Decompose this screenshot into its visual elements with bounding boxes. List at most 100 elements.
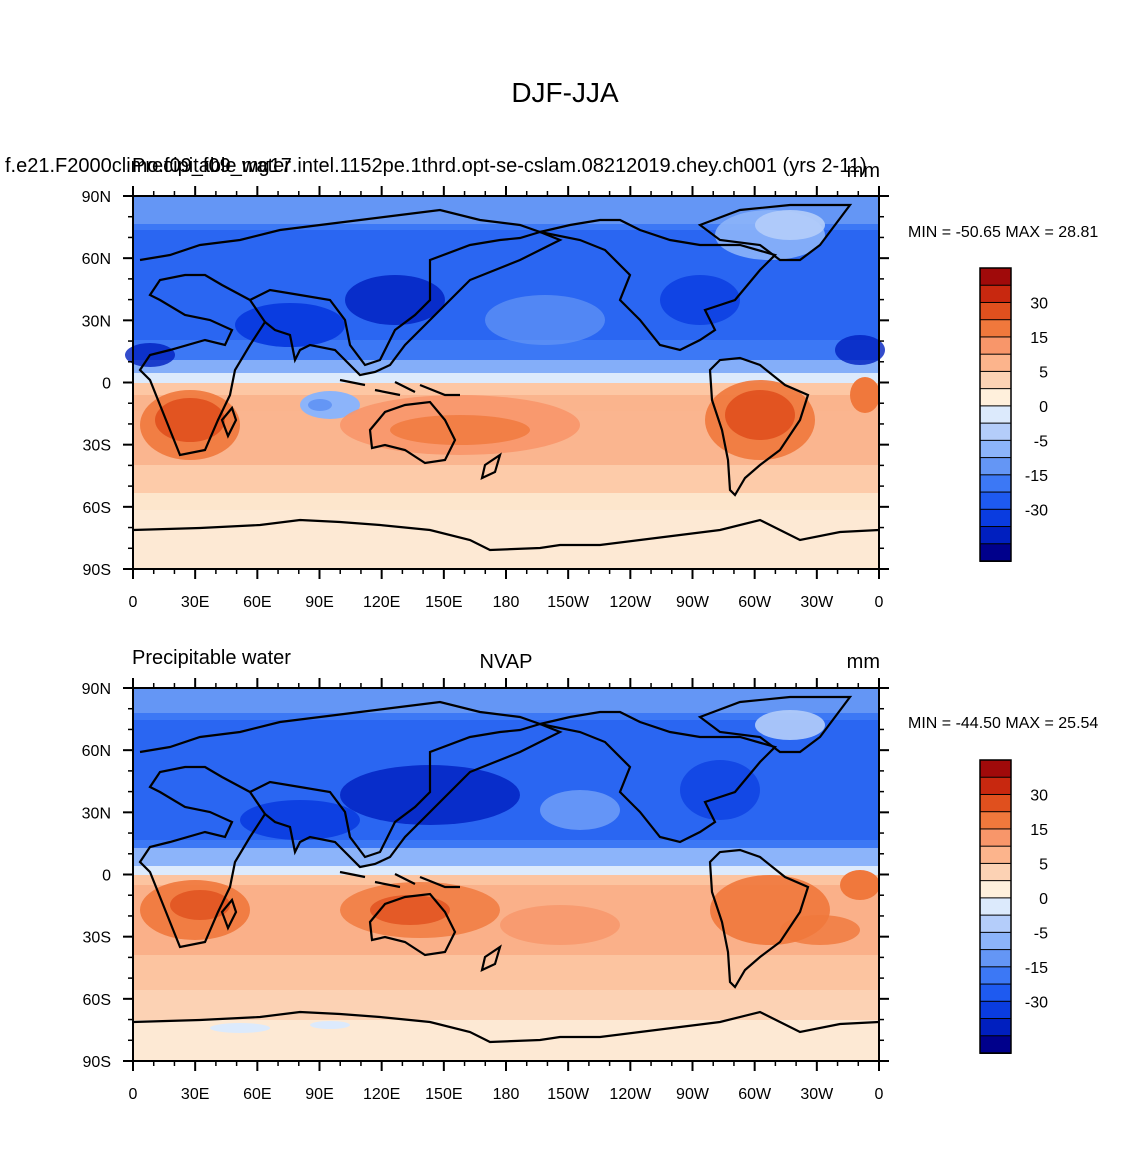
colorbar-label: 5 <box>1039 856 1048 873</box>
colorbar-swatch <box>979 759 1012 779</box>
colorbar-swatch <box>979 508 1012 528</box>
map-field <box>125 196 885 569</box>
x-tick-label: 60E <box>243 1086 271 1103</box>
colorbar-swatch <box>979 1035 1012 1054</box>
colorbar-swatch <box>979 267 1012 287</box>
colorbar-label: -30 <box>1025 502 1048 519</box>
colorbar-swatch <box>979 966 1012 986</box>
colorbar-swatch <box>979 543 1012 563</box>
x-tick-label: 0 <box>875 594 884 611</box>
colorbar-swatch <box>979 949 1012 968</box>
x-tick-label: 30E <box>181 594 209 611</box>
colorbar-label: 30 <box>1030 787 1048 804</box>
x-tick-label: 30W <box>800 1086 834 1103</box>
x-tick-label: 90E <box>305 594 333 611</box>
panel-model: f.e21.F2000climo.f09_f09_mg17.intel.1152… <box>5 155 1098 611</box>
y-tick-label: 60N <box>82 251 111 268</box>
colorbar-swatch <box>979 793 1012 813</box>
colorbar-label: -30 <box>1025 994 1048 1011</box>
y-tick-label: 90N <box>82 681 111 698</box>
coastlines <box>132 695 880 1044</box>
y-tick-label: 60S <box>83 992 111 1009</box>
colorbar: 30 15 5 0 -5 -15 -30 <box>979 759 1048 1054</box>
map-field <box>133 688 880 1061</box>
colorbar-swatch <box>979 491 1012 511</box>
colorbar: 30 15 5 0 -5 -15 -30 <box>979 267 1048 563</box>
x-tick-label: 30E <box>181 1086 209 1103</box>
colorbar-swatch <box>979 422 1012 442</box>
x-tick-label: 60W <box>738 1086 772 1103</box>
x-tick-label: 120E <box>363 594 400 611</box>
y-tick-label: 0 <box>102 376 111 393</box>
colorbar-swatch <box>979 914 1012 934</box>
x-axis-labels: 0 30E 60E 90E 120E 150E 180 150W 120W 90W 60W 30W 0 <box>129 594 884 611</box>
x-tick-label: 150E <box>425 594 462 611</box>
y-tick-label: 0 <box>102 868 111 885</box>
x-tick-label: 180 <box>493 594 520 611</box>
colorbar-swatch <box>979 983 1012 1003</box>
colorbar-label: 15 <box>1030 822 1048 839</box>
x-tick-label: 60E <box>243 594 271 611</box>
y-axis-labels: 90N 60N 30N 0 30S 60S 90S <box>82 681 111 1071</box>
colorbar-label: 30 <box>1030 295 1048 312</box>
y-tick-label: 60N <box>82 743 111 760</box>
figure-title: DJF-JJA <box>511 77 619 108</box>
y-tick-label: 60S <box>83 500 111 517</box>
x-tick-label: 180 <box>493 1086 520 1103</box>
panel-title-center: NVAP <box>480 651 533 673</box>
y-tick-label: 30N <box>82 313 111 330</box>
y-tick-label: 90S <box>83 562 111 579</box>
colorbar-swatch <box>979 370 1012 390</box>
colorbar-swatch <box>979 439 1012 459</box>
x-tick-label: 150W <box>547 594 590 611</box>
colorbar-swatch <box>979 319 1012 338</box>
min-max-stats: MIN = -50.65 MAX = 28.81 <box>908 224 1098 241</box>
colorbar-label: -15 <box>1025 960 1048 977</box>
panel-title-left: f.e21.F2000climo.f09_f09_mg17.intel.1152… <box>5 155 867 177</box>
colorbar-swatch <box>979 388 1012 407</box>
x-tick-label: 60W <box>738 594 772 611</box>
panel-units: mm <box>847 651 880 673</box>
colorbar-label: 0 <box>1039 399 1048 416</box>
colorbar-frame <box>979 267 1012 562</box>
x-tick-label: 150W <box>547 1086 590 1103</box>
colorbar-swatch <box>979 897 1012 917</box>
colorbar-swatch <box>979 405 1012 425</box>
colorbar-swatch <box>979 880 1012 899</box>
x-tick-label: 90W <box>676 594 710 611</box>
x-tick-label: 0 <box>129 594 138 611</box>
min-max-stats: MIN = -44.50 MAX = 25.54 <box>908 715 1098 732</box>
x-tick-label: 120E <box>363 1086 400 1103</box>
colorbar-swatch <box>979 301 1012 321</box>
y-tick-label: 30S <box>83 438 111 455</box>
y-tick-label: 90S <box>83 1054 111 1071</box>
panel-title-variable: Precipitable water <box>132 155 291 177</box>
colorbar-swatch <box>979 931 1012 951</box>
coastlines <box>132 203 880 552</box>
colorbar-swatch <box>979 1018 1012 1037</box>
x-tick-label: 120W <box>609 594 652 611</box>
colorbar-swatch <box>979 845 1012 865</box>
x-tick-label: 90W <box>676 1086 710 1103</box>
colorbar-swatch <box>979 353 1012 373</box>
y-axis-labels: 90N 60N 30N 0 30S 60S 90S <box>82 189 111 579</box>
axis-ticks <box>123 678 889 1071</box>
colorbar-swatch <box>979 862 1012 882</box>
colorbar-swatch <box>979 811 1012 830</box>
x-tick-label: 120W <box>609 1086 652 1103</box>
colorbar-label: 5 <box>1039 364 1048 381</box>
colorbar-swatch <box>979 526 1012 545</box>
x-axis-labels: 0 30E 60E 90E 120E 150E 180 150W 120W 90W 60W 30W 0 <box>129 1086 884 1103</box>
colorbar-frame <box>979 759 1012 1054</box>
panel-title-left: Precipitable water <box>132 647 291 669</box>
colorbar-label: 0 <box>1039 891 1048 908</box>
x-tick-label: 90E <box>305 1086 333 1103</box>
colorbar-swatch <box>979 457 1012 476</box>
colorbar-swatch <box>979 828 1012 848</box>
colorbar-swatch <box>979 336 1012 356</box>
x-tick-label: 0 <box>129 1086 138 1103</box>
panel-units: mm <box>847 160 880 182</box>
colorbar-label: 15 <box>1030 330 1048 347</box>
colorbar-label: -5 <box>1034 433 1048 450</box>
